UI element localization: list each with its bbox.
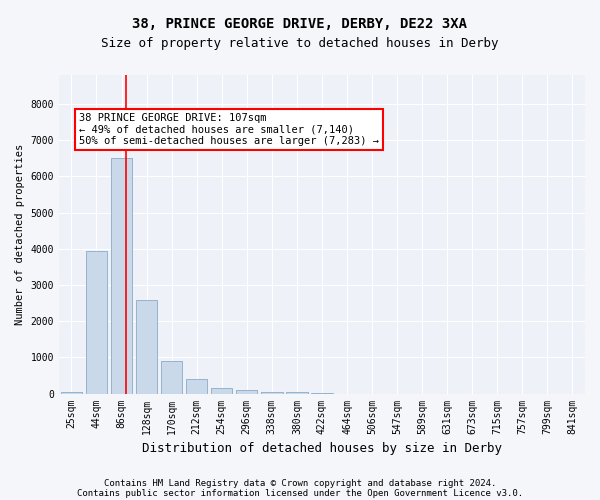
Bar bbox=[136, 300, 157, 394]
Bar bbox=[186, 380, 208, 394]
Bar bbox=[211, 388, 232, 394]
Bar bbox=[261, 392, 283, 394]
Text: Size of property relative to detached houses in Derby: Size of property relative to detached ho… bbox=[101, 38, 499, 51]
Text: Contains HM Land Registry data © Crown copyright and database right 2024.: Contains HM Land Registry data © Crown c… bbox=[104, 478, 496, 488]
Text: 38, PRINCE GEORGE DRIVE, DERBY, DE22 3XA: 38, PRINCE GEORGE DRIVE, DERBY, DE22 3XA bbox=[133, 18, 467, 32]
Bar bbox=[111, 158, 132, 394]
Bar bbox=[286, 392, 308, 394]
Bar bbox=[86, 250, 107, 394]
Bar bbox=[61, 392, 82, 394]
Y-axis label: Number of detached properties: Number of detached properties bbox=[15, 144, 25, 325]
Text: Contains public sector information licensed under the Open Government Licence v3: Contains public sector information licen… bbox=[77, 488, 523, 498]
Bar bbox=[236, 390, 257, 394]
Bar bbox=[161, 361, 182, 394]
Text: 38 PRINCE GEORGE DRIVE: 107sqm
← 49% of detached houses are smaller (7,140)
50% : 38 PRINCE GEORGE DRIVE: 107sqm ← 49% of … bbox=[79, 113, 379, 146]
X-axis label: Distribution of detached houses by size in Derby: Distribution of detached houses by size … bbox=[142, 442, 502, 455]
